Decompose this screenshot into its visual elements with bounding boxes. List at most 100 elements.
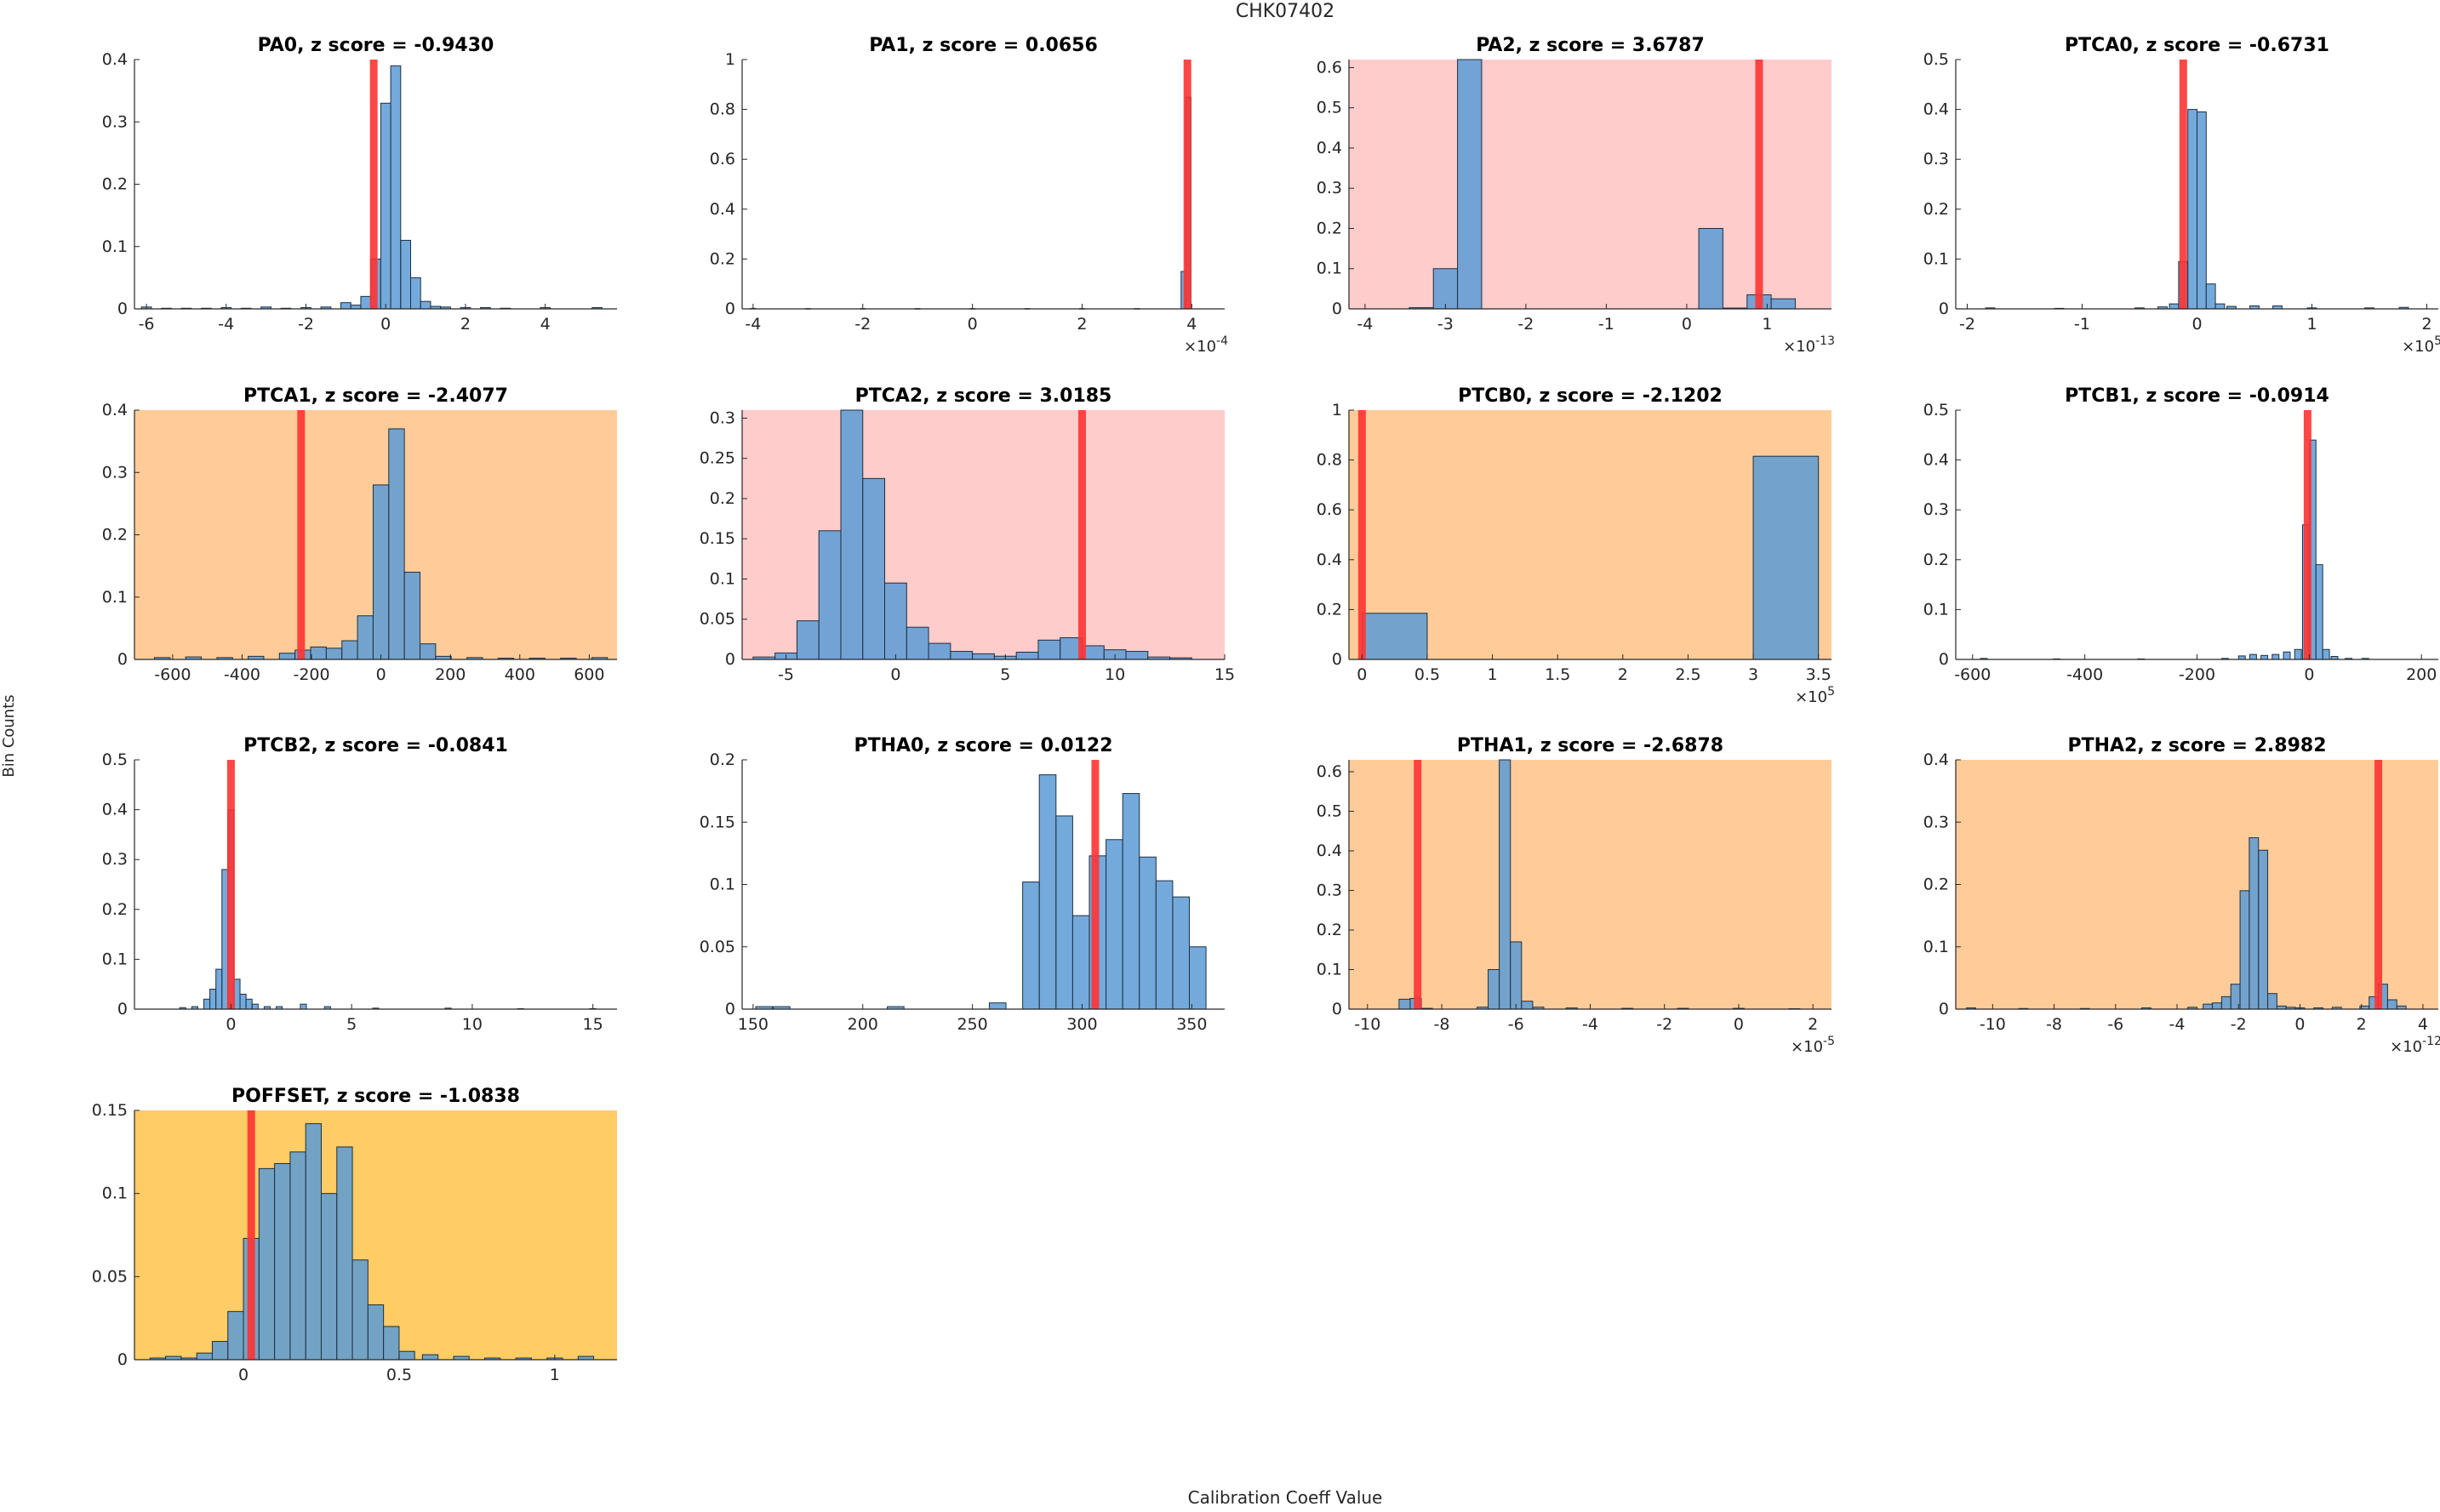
value-marker-line xyxy=(369,60,378,309)
subplot-1: -4 -2 0 2 4 0 0.2 0.4 0.6 0.8 1 ×10-4 PA1, z score =… xyxy=(710,35,1228,356)
histogram-bar xyxy=(1770,298,1796,310)
value-marker-line xyxy=(2374,760,2383,1009)
value-marker-line xyxy=(1357,410,1366,659)
subplot-title: PTCA2, z score = 3.0185 xyxy=(855,385,1112,407)
x-tick-label: 0.5 xyxy=(1414,665,1440,684)
x-tick-label: 3.5 xyxy=(1806,665,1831,684)
y-tick-label: 0.2 xyxy=(1923,200,1949,219)
x-tick-label: 0 xyxy=(380,315,391,334)
y-tick-label: 0.3 xyxy=(102,850,128,869)
plot-background xyxy=(1956,410,2438,659)
histogram-bar xyxy=(2205,283,2216,310)
y-tick-label: 0.15 xyxy=(92,1101,128,1120)
histogram-bar xyxy=(972,653,995,660)
x-tick-label: 0 xyxy=(890,665,900,684)
histogram-bar xyxy=(251,1003,259,1010)
x-tick-label: 10 xyxy=(462,1015,483,1034)
value-marker-line xyxy=(1091,760,1100,1009)
histogram-bar xyxy=(2271,653,2280,660)
y-tick-label: 0.3 xyxy=(1317,179,1342,197)
y-tick-label: 0.2 xyxy=(1923,876,1949,894)
histogram-bar xyxy=(1038,774,1057,1010)
value-marker-line xyxy=(247,1110,255,1360)
y-tick-label: 0.4 xyxy=(102,801,128,819)
x-axis-exponent: ×10-5 xyxy=(1791,1035,1835,1056)
y-tick-label: 0.05 xyxy=(700,610,735,629)
y-tick-label: 0.4 xyxy=(1923,100,1949,119)
histogram-bar xyxy=(2294,648,2302,660)
histogram-bar xyxy=(1510,941,1523,1010)
x-tick-label: -4 xyxy=(218,315,234,334)
subplot-title: PA0, z score = -0.9430 xyxy=(258,35,494,56)
histogram-bar xyxy=(1488,968,1500,1010)
x-axis-exponent: ×10-12 xyxy=(2390,1035,2440,1056)
x-tick-label: -2 xyxy=(1656,1015,1672,1034)
histogram-bar xyxy=(245,998,253,1010)
subplot-5: -5 0 5 10 15 0 0.05 0.1 0.15 0.2 0.25 0.3 PTCA2, z s… xyxy=(700,385,1235,684)
x-tick-label: 4 xyxy=(2418,1015,2428,1034)
x-tick-label: -4 xyxy=(1357,315,1373,334)
histogram-bar xyxy=(884,582,907,660)
x-axis-exponent: ×105 xyxy=(1795,685,1835,706)
histogram-bar xyxy=(950,651,974,660)
x-tick-label: 2 xyxy=(1808,1015,1818,1034)
x-tick-label: -600 xyxy=(154,665,191,684)
x-tick-label: 1.5 xyxy=(1545,665,1570,684)
y-tick-label: 0.6 xyxy=(710,150,735,168)
histogram-bar xyxy=(400,239,412,310)
histogram-bar xyxy=(1432,268,1459,310)
histogram-bar xyxy=(1189,946,1207,1010)
histogram-bar xyxy=(350,305,362,310)
y-tick-label: 0.4 xyxy=(1317,842,1342,860)
x-tick-label: 0 xyxy=(2191,315,2202,334)
y-tick-label: 0.5 xyxy=(1317,99,1342,117)
x-tick-label: 0.5 xyxy=(386,1366,412,1384)
x-tick-label: 0 xyxy=(2304,665,2314,684)
histogram-bar xyxy=(420,643,437,660)
x-tick-label: 150 xyxy=(738,1015,769,1034)
histogram-bar xyxy=(1071,915,1090,1010)
histogram-bar xyxy=(818,530,842,660)
y-tick-label: 0.3 xyxy=(102,463,128,482)
histogram-bar xyxy=(2187,109,2197,310)
y-tick-label: 0.1 xyxy=(1317,260,1342,278)
y-tick-label: 0.1 xyxy=(1923,600,1949,619)
x-tick-label: 0 xyxy=(1734,1015,1744,1034)
y-tick-label: 0 xyxy=(1332,650,1342,669)
x-axis-exponent: ×10-4 xyxy=(1184,334,1228,356)
x-tick-label: 4 xyxy=(1186,315,1197,334)
x-tick-label: -400 xyxy=(2066,665,2103,684)
x-tick-label: -1 xyxy=(2074,315,2090,334)
y-tick-label: 0.4 xyxy=(710,200,735,219)
x-tick-label: 4 xyxy=(540,315,551,334)
subplot-title: PTCA0, z score = -0.6731 xyxy=(2065,35,2329,56)
histogram-bar xyxy=(367,1304,385,1361)
x-tick-label: 350 xyxy=(1176,1015,1207,1034)
y-tick-label: 0.1 xyxy=(102,588,128,607)
histogram-bar xyxy=(1521,1001,1534,1010)
subplot-title: PTCB1, z score = -0.0914 xyxy=(2065,385,2329,407)
x-tick-label: 0 xyxy=(2294,1015,2305,1034)
y-tick-label: 0 xyxy=(725,1000,735,1018)
histogram-bar xyxy=(421,1354,439,1361)
y-tick-label: 0 xyxy=(1332,1000,1342,1018)
y-tick-label: 0.5 xyxy=(1923,401,1949,419)
x-tick-label: -400 xyxy=(224,665,260,684)
subplot-3: -2 -1 0 1 2 0 0.1 0.2 0.3 0.4 0.5 ×105 PTCA0, z scor… xyxy=(1923,35,2440,356)
y-tick-label: 0 xyxy=(1939,300,1949,318)
x-tick-label: 0 xyxy=(226,1015,236,1034)
x-tick-label: -3 xyxy=(1437,315,1454,334)
histogram-bar xyxy=(1499,759,1511,1010)
histogram-bar xyxy=(1172,896,1191,1010)
histogram-bar xyxy=(239,993,247,1010)
histogram-bar xyxy=(1122,793,1140,1010)
x-tick-label: 300 xyxy=(1066,1015,1097,1034)
y-tick-label: 0.05 xyxy=(700,938,735,956)
y-tick-label: 0.1 xyxy=(102,1184,128,1203)
subplot-11: -10 -8 -6 -4 -2 0 2 4 0 0.1 0.2 0.3 0.4 ×10-12 PTHA2, … xyxy=(1923,735,2440,1056)
y-tick-label: 0.25 xyxy=(700,449,735,468)
y-tick-label: 0.1 xyxy=(1923,249,1949,268)
y-tick-label: 0.2 xyxy=(710,249,735,268)
x-tick-label: 200 xyxy=(2406,665,2437,684)
histogram-bar xyxy=(2220,996,2231,1010)
